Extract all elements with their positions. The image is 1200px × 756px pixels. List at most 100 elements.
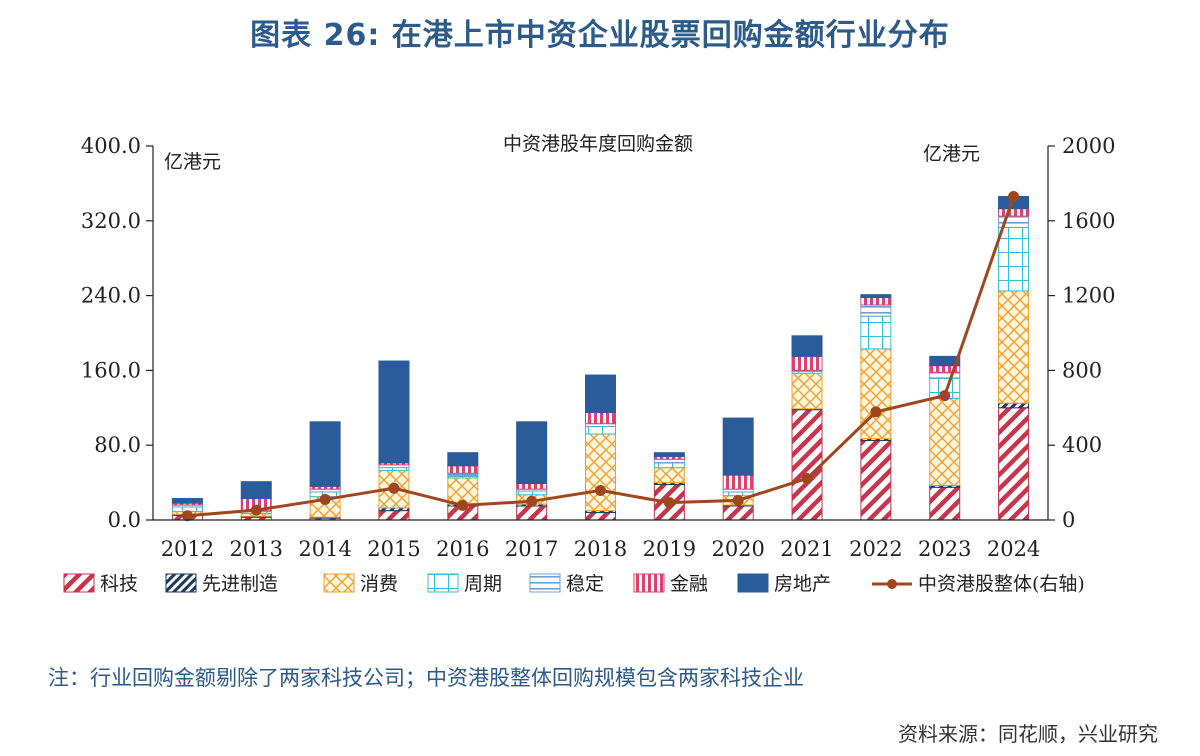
bar-segment	[929, 397, 961, 486]
total-line-point	[319, 493, 331, 505]
x-ticks: 2012 2013 2014 2015 2016 2017 2018 2019 2020 2021…	[161, 537, 1041, 561]
bar-segment	[585, 433, 616, 512]
legend-swatch	[427, 573, 459, 593]
legend-label: 金融	[670, 573, 708, 595]
total-line-point	[939, 390, 951, 402]
total-line-point	[595, 484, 606, 496]
bar-segment	[998, 226, 1030, 292]
bar-segment	[860, 296, 892, 306]
right-tick-label: 0	[1062, 508, 1075, 532]
legend-line-marker	[887, 579, 897, 589]
legend-swatch	[323, 573, 355, 593]
bar-segment	[998, 208, 1030, 217]
bar-segment	[585, 426, 616, 435]
legend-label: 科技	[100, 573, 138, 595]
right-tick-label: 1200	[1062, 284, 1115, 308]
total-line-point	[1008, 190, 1020, 202]
legend-label: 先进制造	[202, 573, 278, 595]
bar-segment	[378, 360, 410, 464]
legend-label: 房地产	[774, 573, 831, 595]
total-line-point	[732, 494, 744, 506]
x-tick-label: 2024	[987, 537, 1040, 561]
legend-swatch	[633, 573, 665, 593]
chart-title: 中资港股年度回购金额	[503, 133, 693, 155]
bar-segment	[516, 490, 548, 496]
left-tick-label: 240.0	[81, 284, 141, 308]
right-unit-label: 亿港元	[923, 143, 980, 165]
page-title: 图表 26: 在港上市中资企业股票回购金额行业分布	[250, 18, 950, 53]
bar-segment	[791, 355, 823, 371]
bar-segment	[585, 512, 616, 521]
x-tick-label: 2020	[711, 537, 764, 561]
left-tick-label: 0.0	[108, 508, 141, 532]
total-line-point	[181, 510, 193, 522]
bar-segment	[791, 409, 823, 521]
x-tick-label: 2021	[780, 537, 833, 561]
right-ticks: 0 400 800 1200 1600 2000	[1048, 134, 1115, 532]
left-tick-label: 160.0	[81, 358, 141, 382]
footnote: 注：行业回购金额剔除了两家科技公司；中资港股整体回购规模包含两家科技企业	[48, 666, 804, 690]
bar-segment	[860, 315, 892, 350]
bar-segment	[585, 411, 616, 425]
legend: 科技 先进制造 消费 周期 稳定 金融 房地产 中资港股整体(右轴)	[63, 573, 1085, 595]
bar-segment	[516, 421, 548, 485]
bar-segment	[722, 505, 754, 521]
bar-segment	[653, 452, 685, 457]
x-tick-label: 2023	[918, 537, 971, 561]
left-ticks: 0.0 80.0 160.0 240.0 320.0 400.0	[81, 134, 153, 532]
x-tick-label: 2017	[505, 537, 558, 561]
x-tick-label: 2016	[436, 537, 489, 561]
bar-segment	[447, 465, 479, 474]
bar-segment	[929, 486, 961, 521]
legend-swatch	[63, 573, 95, 593]
x-tick-label: 2015	[367, 537, 420, 561]
bar-segment	[653, 462, 685, 469]
bar-segment	[516, 505, 548, 521]
x-tick-label: 2013	[230, 537, 283, 561]
bar-segment	[722, 474, 754, 490]
legend-label: 消费	[360, 573, 398, 595]
chart: 0.0 80.0 160.0 240.0 320.0 400.0 0 400 800 1200 1…	[63, 133, 1115, 595]
legend-label: 稳定	[566, 573, 604, 595]
bar-segment	[447, 452, 479, 467]
right-tick-label: 400	[1062, 433, 1102, 457]
bar-segment	[516, 483, 548, 490]
bar-segment	[585, 374, 616, 413]
right-tick-label: 1600	[1062, 209, 1115, 233]
left-tick-label: 320.0	[81, 209, 141, 233]
bar-segment	[309, 421, 341, 487]
bar-segment	[860, 348, 892, 440]
total-line-point	[250, 504, 262, 516]
total-line-point	[388, 482, 400, 494]
bar-segment	[653, 467, 685, 484]
x-tick-label: 2018	[574, 537, 627, 561]
legend-label: 周期	[464, 573, 502, 595]
bar-segment	[998, 407, 1030, 521]
bars-layer	[171, 195, 1030, 521]
bar-segment	[171, 497, 203, 504]
legend-swatch	[737, 573, 769, 593]
bar-segment	[998, 290, 1030, 404]
x-tick-label: 2022	[849, 537, 902, 561]
bar-segment	[860, 294, 892, 298]
total-line-point	[870, 406, 882, 418]
bar-segment	[998, 402, 1030, 409]
legend-swatch	[529, 573, 561, 593]
bar-segment	[929, 371, 961, 379]
bar-segment	[378, 510, 410, 521]
left-tick-label: 400.0	[81, 134, 141, 158]
total-line-point	[663, 497, 675, 509]
total-line-point	[457, 499, 469, 511]
total-line-point	[526, 495, 538, 507]
bar-segment	[240, 481, 272, 499]
source-note: 资料来源：同花顺，兴业研究	[898, 722, 1158, 746]
bar-segment	[653, 458, 685, 464]
bar-segment	[791, 372, 823, 410]
left-unit-label: 亿港元	[164, 151, 221, 173]
bar-segment	[791, 335, 823, 357]
legend-swatch	[165, 573, 197, 593]
right-tick-label: 800	[1062, 358, 1102, 382]
total-line-point	[801, 472, 813, 484]
x-tick-label: 2012	[161, 537, 214, 561]
x-tick-label: 2019	[643, 537, 696, 561]
